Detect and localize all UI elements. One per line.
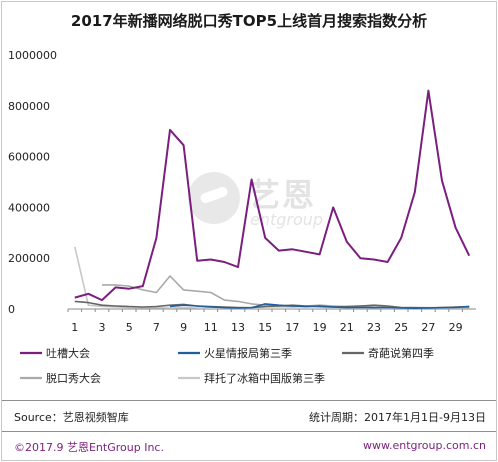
- x-tick-label: 9: [180, 321, 187, 334]
- x-tick-label: 3: [99, 321, 106, 334]
- x-tick-label: 7: [153, 321, 160, 334]
- copyright-text: ©2017.9 艺恩EntGroup Inc.: [14, 441, 164, 454]
- source-row: Source：艺恩视频智库 统计周期：2017年1月1日-9月13日: [2, 400, 496, 432]
- series-line-1: [74, 89, 471, 302]
- period-text: 统计周期：2017年1月1日-9月13日: [309, 411, 486, 424]
- y-tick-label: 0: [8, 303, 15, 316]
- series-line-2: [169, 303, 470, 309]
- y-tick-label: 800000: [8, 100, 50, 113]
- x-tick-label: 27: [421, 321, 435, 334]
- y-tick-label: 1000000: [8, 49, 57, 62]
- x-tick-label: 15: [258, 321, 272, 334]
- x-tick-label: 5: [126, 321, 133, 334]
- series-line-4: [102, 275, 470, 309]
- x-tick-label: 21: [340, 321, 354, 334]
- legend-label-3: 奇葩说第四季: [368, 346, 434, 360]
- x-tick-label: 11: [204, 321, 218, 334]
- y-tick-label: 200000: [8, 252, 50, 265]
- x-tick-label: 29: [449, 321, 463, 334]
- series-line-5: [74, 246, 470, 309]
- x-tick-label: 19: [313, 321, 327, 334]
- chart-title: 2017年新播网络脱口秀TOP5上线首月搜索指数分析: [70, 12, 428, 30]
- x-tick-label: 25: [394, 321, 408, 334]
- legend-label-4: 脱口秀大会: [46, 371, 101, 385]
- x-tick-label: 17: [285, 321, 299, 334]
- x-tick-label: 1: [71, 321, 78, 334]
- legend-label-1: 吐槽大会: [46, 346, 90, 360]
- source-text: Source：艺恩视频智库: [14, 411, 129, 424]
- legend-label-2: 火星情报局第三季: [204, 346, 292, 360]
- x-tick-label: 13: [231, 321, 245, 334]
- y-tick-label: 600000: [8, 151, 50, 164]
- y-tick-label: 400000: [8, 201, 50, 214]
- legend-label-5: 拜托了冰箱中国版第三季: [204, 371, 325, 385]
- website-link[interactable]: www.entgroup.com.cn: [363, 439, 486, 452]
- x-tick-label: 23: [367, 321, 381, 334]
